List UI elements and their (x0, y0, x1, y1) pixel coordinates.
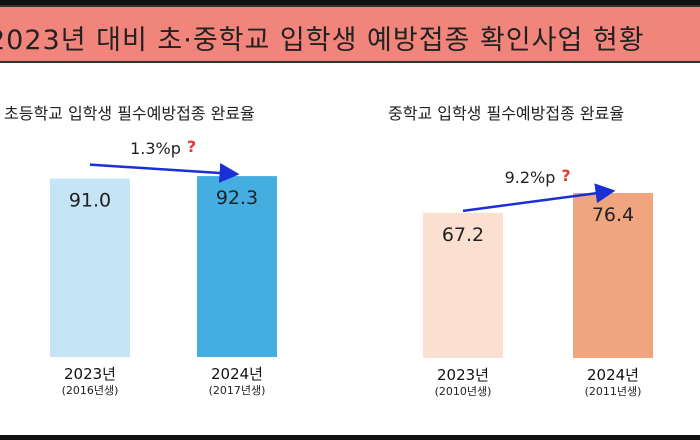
page-title: 2023년 대비 초·중학교 입학생 예방접종 확인사업 현황 (0, 25, 645, 56)
page-header: 2023년 대비 초·중학교 입학생 예방접종 확인사업 현황 (0, 5, 700, 63)
x-tick-sublabel: (2017년생) (209, 384, 266, 397)
change-arrow (89, 162, 240, 183)
change-arrow (462, 183, 616, 213)
x-tick-label: 2023년 (437, 366, 489, 384)
change-mark: ? (561, 166, 570, 185)
bar (423, 212, 503, 358)
bar (197, 176, 277, 357)
bar (573, 192, 653, 358)
top-border (0, 0, 700, 5)
change-mark: ? (187, 137, 196, 156)
bottom-border (0, 435, 700, 440)
x-tick-sublabel: (2016년생) (62, 384, 119, 397)
x-tick-label: 2024년 (211, 365, 263, 383)
value-label: 76.4 (592, 204, 634, 226)
chart-title-elementary: 초등학교 입학생 필수예방접종 완료율 (4, 104, 255, 123)
x-tick-label: 2024년 (587, 366, 639, 384)
value-label: 91.0 (69, 190, 111, 212)
value-label: 92.3 (216, 187, 258, 209)
x-tick-sublabel: (2010년생) (435, 385, 492, 398)
change-label: 9.2%p (505, 168, 556, 187)
x-tick-label: 2023년 (64, 365, 116, 383)
x-tick-sublabel: (2011년생) (585, 385, 642, 398)
chart-title-middle: 중학교 입학생 필수예방접종 완료율 (388, 104, 625, 123)
value-label: 67.2 (442, 224, 484, 246)
change-label: 1.3%p (130, 139, 181, 158)
bar (50, 178, 130, 357)
